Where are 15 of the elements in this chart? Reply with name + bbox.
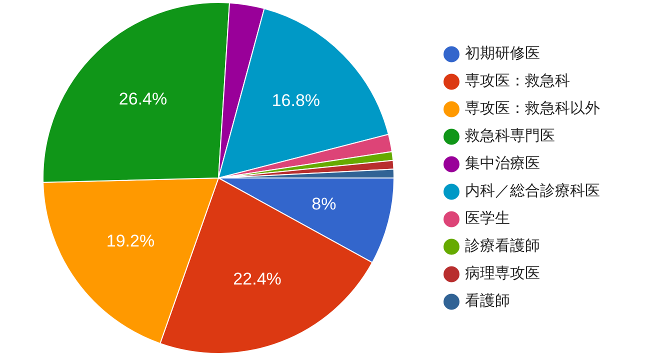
legend-label: 集中治療医 (465, 154, 540, 172)
data-label: 19.2% (106, 232, 155, 251)
data-label: 8% (312, 194, 336, 214)
legend-label: 医学生 (465, 209, 510, 228)
legend-label: 専攻医：救急科以外 (465, 99, 600, 118)
data-label: 22.4% (233, 269, 282, 288)
legend-label: 救急科専門医 (464, 126, 555, 145)
legend-label: 診療看護師 (465, 236, 540, 255)
data-label: 26.4% (118, 89, 168, 108)
legend-label: 看護師 (465, 292, 510, 310)
legend-label: 内科／総合診療科医 (465, 182, 600, 200)
legend-label: 初期研修医 (465, 44, 540, 62)
legend-label: 専攻医：救急科 (465, 72, 570, 90)
data-label: 16.8% (272, 91, 320, 110)
legend-label: 病理専攻医 (465, 264, 540, 282)
